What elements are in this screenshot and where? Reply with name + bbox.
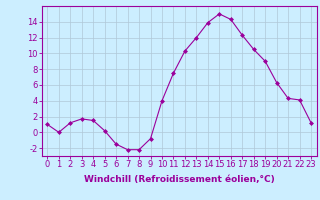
X-axis label: Windchill (Refroidissement éolien,°C): Windchill (Refroidissement éolien,°C) — [84, 175, 275, 184]
